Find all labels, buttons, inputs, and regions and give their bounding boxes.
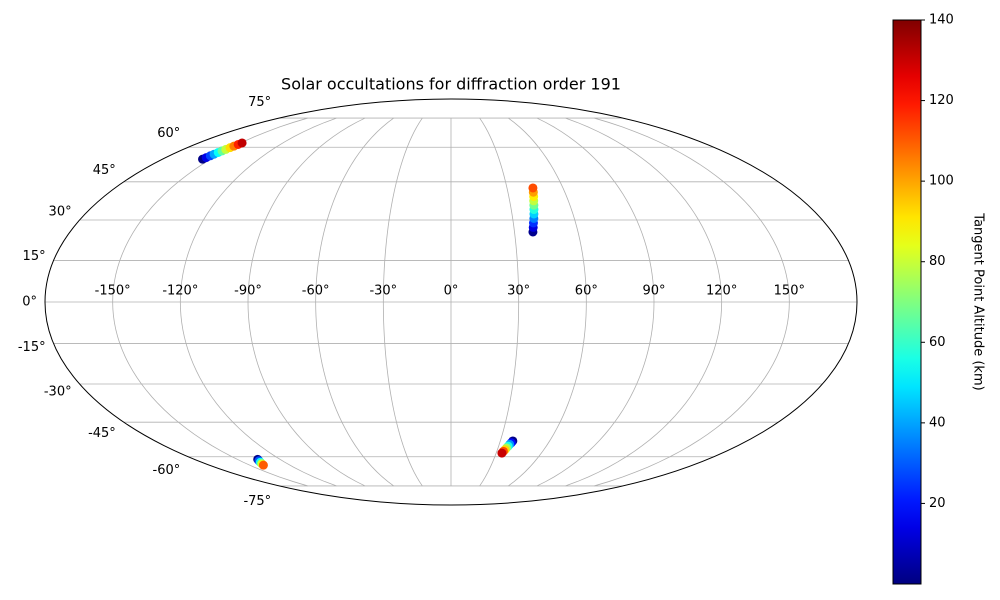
colorbar-tick-label: 140: [929, 13, 954, 28]
y-tick-label: -75°: [243, 494, 271, 509]
y-tick-label: 0°: [22, 295, 37, 310]
colorbar-tick-label: 60: [929, 335, 946, 350]
points: [198, 138, 539, 470]
x-tick-label: 30°: [507, 284, 530, 299]
x-tick-label: -90°: [234, 284, 262, 299]
y-tick-label: 45°: [93, 163, 116, 178]
grid: [45, 117, 857, 487]
colorbar-tick-label: 80: [929, 254, 946, 269]
x-tick-label: -150°: [95, 284, 131, 299]
point: [497, 448, 507, 458]
y-tick-label: 15°: [23, 249, 46, 264]
y-tick-label: 30°: [49, 204, 72, 219]
colorbar-tick-label: 120: [929, 93, 954, 108]
x-tick-label: 150°: [774, 284, 805, 299]
x-tick-label: -60°: [302, 284, 330, 299]
y-tick-label: -60°: [153, 463, 181, 478]
point: [528, 183, 538, 193]
x-tick-label: 90°: [642, 284, 665, 299]
x-tick-label: -120°: [162, 284, 198, 299]
colorbar-label: Tangent Point Altitude (km): [971, 212, 986, 390]
x-tick-label: 120°: [706, 284, 737, 299]
y-tick-label: -45°: [88, 426, 116, 441]
colorbar-tick-label: 20: [929, 496, 946, 511]
colorbar-tick-label: 100: [929, 174, 954, 189]
x-tick-label: -30°: [369, 284, 397, 299]
y-tick-label: 60°: [157, 126, 180, 141]
x-tick-label: 0°: [444, 284, 459, 299]
x-tick-label: 60°: [575, 284, 598, 299]
point: [258, 460, 268, 470]
y-tick-label: -30°: [44, 385, 72, 400]
colorbar: [892, 19, 922, 585]
chart-title: Solar occultations for diffraction order…: [281, 75, 621, 94]
y-tick-label: -15°: [18, 340, 46, 355]
map-outline: [44, 98, 858, 506]
point: [237, 138, 247, 148]
y-tick-label: 75°: [248, 95, 271, 110]
colorbar-tick-label: 40: [929, 415, 946, 430]
